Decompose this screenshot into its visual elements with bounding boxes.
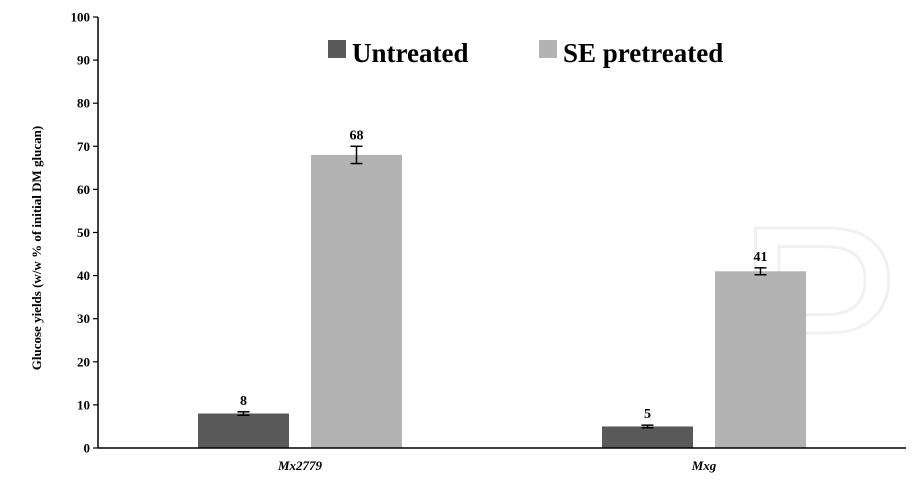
legend-label: Untreated (352, 38, 468, 68)
data-label: 5 (644, 407, 651, 422)
bars (198, 154, 806, 449)
data-label: 68 (350, 128, 364, 143)
error-bars (237, 145, 767, 429)
legend-label: SE pretreated (563, 38, 723, 68)
y-tick-label: 70 (77, 139, 90, 154)
data-labels: 8 68 5 41 (240, 128, 768, 422)
category-label: Mx2779 (277, 458, 323, 473)
y-tick-label: 50 (77, 225, 90, 240)
y-axis-ticks: 0 10 20 30 40 50 60 70 80 90 100 (71, 10, 98, 456)
y-tick-label: 10 (77, 397, 90, 412)
bar (198, 413, 289, 448)
legend-swatch (328, 40, 346, 58)
bar (602, 426, 693, 448)
category-labels: Mx2779 Mxg (277, 458, 717, 473)
y-tick-label: 80 (77, 96, 90, 111)
y-tick-label: 60 (77, 182, 90, 197)
y-axis-label: Glucose yields (w/w % of initial DM gluc… (29, 126, 44, 370)
bar (311, 154, 402, 449)
bar (715, 271, 806, 448)
legend-swatch (539, 40, 557, 58)
y-tick-label: 40 (77, 268, 90, 283)
y-tick-label: 90 (77, 53, 90, 68)
category-label: Mxg (691, 458, 717, 473)
y-tick-label: 30 (77, 311, 90, 326)
y-tick-label: 100 (71, 10, 91, 25)
data-label: 41 (754, 250, 768, 265)
y-tick-label: 0 (84, 441, 91, 456)
y-tick-label: 20 (77, 354, 90, 369)
legend: Untreated SE pretreated (328, 38, 723, 68)
data-label: 8 (240, 394, 247, 409)
